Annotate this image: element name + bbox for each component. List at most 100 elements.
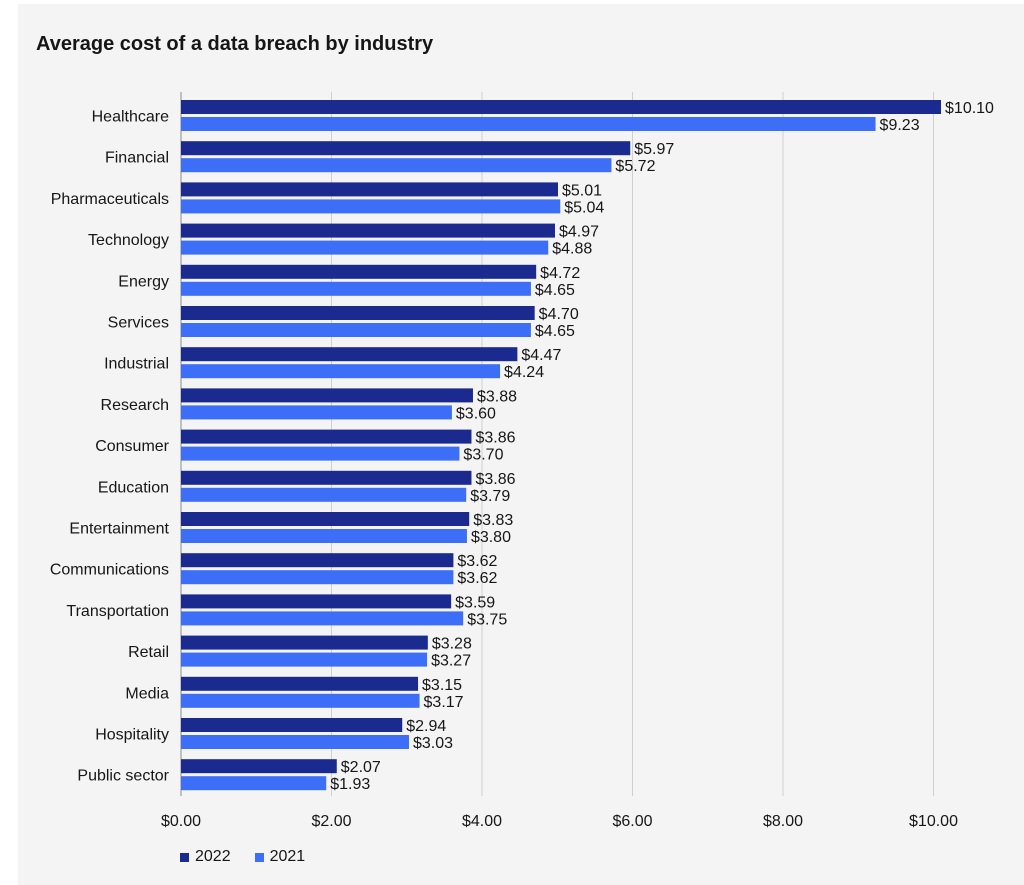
bar-2022-research [181,388,473,403]
category-label: Healthcare [92,109,169,126]
legend: 2022 2021 [180,848,305,866]
value-label: $4.65 [535,282,575,299]
value-label: $4.88 [552,241,592,258]
x-tick-label: $0.00 [161,813,201,830]
legend-item-2021: 2021 [254,848,306,866]
legend-item-2022: 2022 [180,848,231,866]
bar-2021-transportation [181,611,464,626]
value-label: $5.72 [615,158,655,175]
value-label: $2.07 [341,759,381,776]
value-label: $3.28 [432,636,472,653]
value-labels: $10.10 $9.23 $5.97$5.72 $5.01$5.04 $4.97$4.8… [330,100,994,793]
category-label: Financial [105,150,169,167]
bar-2021-public-sector [181,776,327,791]
x-tick-label: $2.00 [311,813,351,830]
legend-label-2021: 2021 [269,848,306,865]
legend-swatch-2022 [180,852,189,862]
category-label: Research [101,397,169,414]
bar-2022-consumer [181,429,472,444]
value-label: $3.62 [457,553,497,570]
bar-2022-technology [181,223,555,238]
bar-2021-financial [181,158,612,173]
value-label: $4.47 [521,347,561,364]
bar-2021-consumer [181,446,460,461]
bar-2022-transportation [181,594,452,609]
legend-label-2022: 2022 [195,848,231,865]
x-tick-label: $8.00 [763,813,803,830]
bar-2022-energy [181,264,537,279]
value-label: $4.97 [559,224,599,241]
bar-2022-media [181,676,419,691]
value-label: $5.01 [562,182,602,199]
value-label: $9.23 [880,117,920,134]
value-label: $3.83 [473,512,513,529]
category-label: Transportation [66,603,169,620]
value-label: $3.27 [431,653,471,670]
category-label: Industrial [104,356,169,373]
bar-2022-entertainment [181,512,470,526]
category-label: Consumer [95,438,169,455]
value-label: $2.94 [406,718,446,735]
category-label: Education [98,479,169,496]
category-label: Services [108,315,169,332]
value-label: $3.86 [475,471,515,488]
x-tick-label: $4.00 [462,813,502,830]
bar-2022-education [181,470,472,485]
value-label: $4.65 [535,323,575,340]
bar-2021-research [181,405,452,420]
chart-title: Average cost of a data breach by industr… [36,33,434,55]
value-label: $3.62 [457,570,497,587]
category-label: Communications [50,562,169,579]
value-label: $4.70 [539,306,579,323]
bar-2022-retail [181,635,428,650]
value-label: $10.10 [945,100,994,117]
value-label: $3.80 [471,529,511,546]
category-label: Media [125,685,169,702]
bar-2022-public-sector [181,759,337,774]
value-label: $5.04 [564,199,604,216]
bar-2021-media [181,693,420,708]
bar-2021-energy [181,281,531,296]
category-label: Technology [88,232,169,249]
bar-2021-retail [181,652,428,667]
category-label: Entertainment [69,521,169,538]
value-label: $3.03 [413,735,453,752]
bars [181,100,942,791]
value-label: $3.15 [422,677,462,694]
x-tick-label: $10.00 [909,813,958,830]
value-label: $1.93 [330,776,370,793]
category-labels: Healthcare Financial Pharmaceuticals Techno… [50,109,170,785]
bar-2021-pharmaceuticals [181,199,561,214]
value-label: $3.17 [424,694,464,711]
bar-2021-education [181,487,467,502]
value-label: $5.97 [634,141,674,158]
category-label: Public sector [77,768,169,785]
bar-2021-hospitality [181,735,410,749]
bar-2021-technology [181,240,549,255]
bar-2021-industrial [181,364,501,379]
value-label: $4.72 [540,265,580,282]
bar-2022-financial [181,141,631,156]
bar-2022-pharmaceuticals [181,182,559,197]
bar-2021-entertainment [181,529,467,543]
value-label: $3.70 [463,447,503,464]
value-label: $3.79 [470,488,510,505]
value-label: $4.24 [504,364,544,381]
value-label: $3.60 [456,405,496,422]
legend-swatch-2021 [254,852,264,862]
category-label: Pharmaceuticals [51,191,169,208]
bar-2022-healthcare [181,100,942,114]
bar-2022-industrial [181,347,518,362]
category-label: Retail [128,644,169,661]
bar-2022-communications [181,553,454,568]
category-label: Hospitality [95,727,169,744]
x-tick-label: $6.00 [612,813,652,830]
value-label: $3.86 [475,430,515,447]
bar-2021-healthcare [181,117,876,131]
x-axis-ticks: $0.00 $2.00 $4.00 $6.00 $8.00 $10.00 [161,813,958,830]
value-label: $3.75 [467,611,507,628]
value-label: $3.59 [455,594,495,611]
bar-2021-communications [181,570,454,585]
bar-2021-services [181,323,531,337]
